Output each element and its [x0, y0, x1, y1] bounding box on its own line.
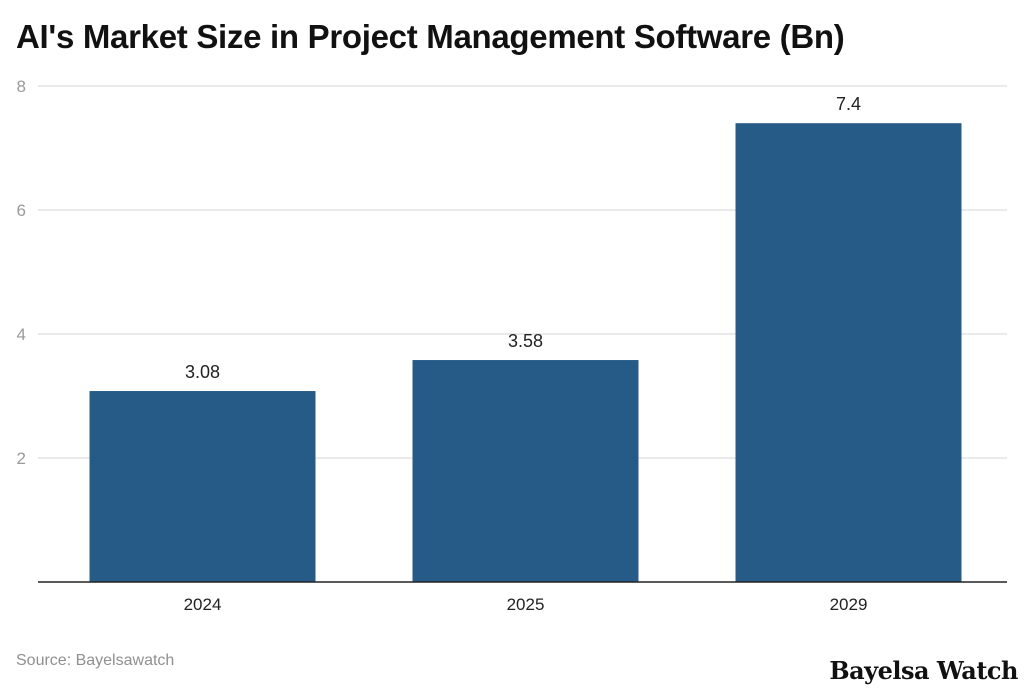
- bar: [735, 123, 962, 582]
- source-note: Source: Bayelsawatch: [16, 652, 175, 669]
- y-tick-label: 4: [17, 325, 26, 344]
- x-tick-label: 2029: [830, 595, 868, 614]
- y-tick-label: 8: [17, 77, 26, 96]
- x-tick-label: 2025: [507, 595, 545, 614]
- chart-title: AI's Market Size in Project Management S…: [16, 18, 845, 55]
- brand-logo: Bayelsa Watch: [829, 656, 1018, 685]
- y-tick-label: 6: [17, 201, 26, 220]
- bar: [412, 360, 639, 582]
- y-tick-label: 2: [17, 449, 26, 468]
- data-label: 3.08: [185, 362, 220, 382]
- bar: [89, 391, 316, 582]
- data-label: 7.4: [836, 94, 861, 114]
- x-tick-label: 2024: [184, 595, 222, 614]
- data-label: 3.58: [508, 331, 543, 351]
